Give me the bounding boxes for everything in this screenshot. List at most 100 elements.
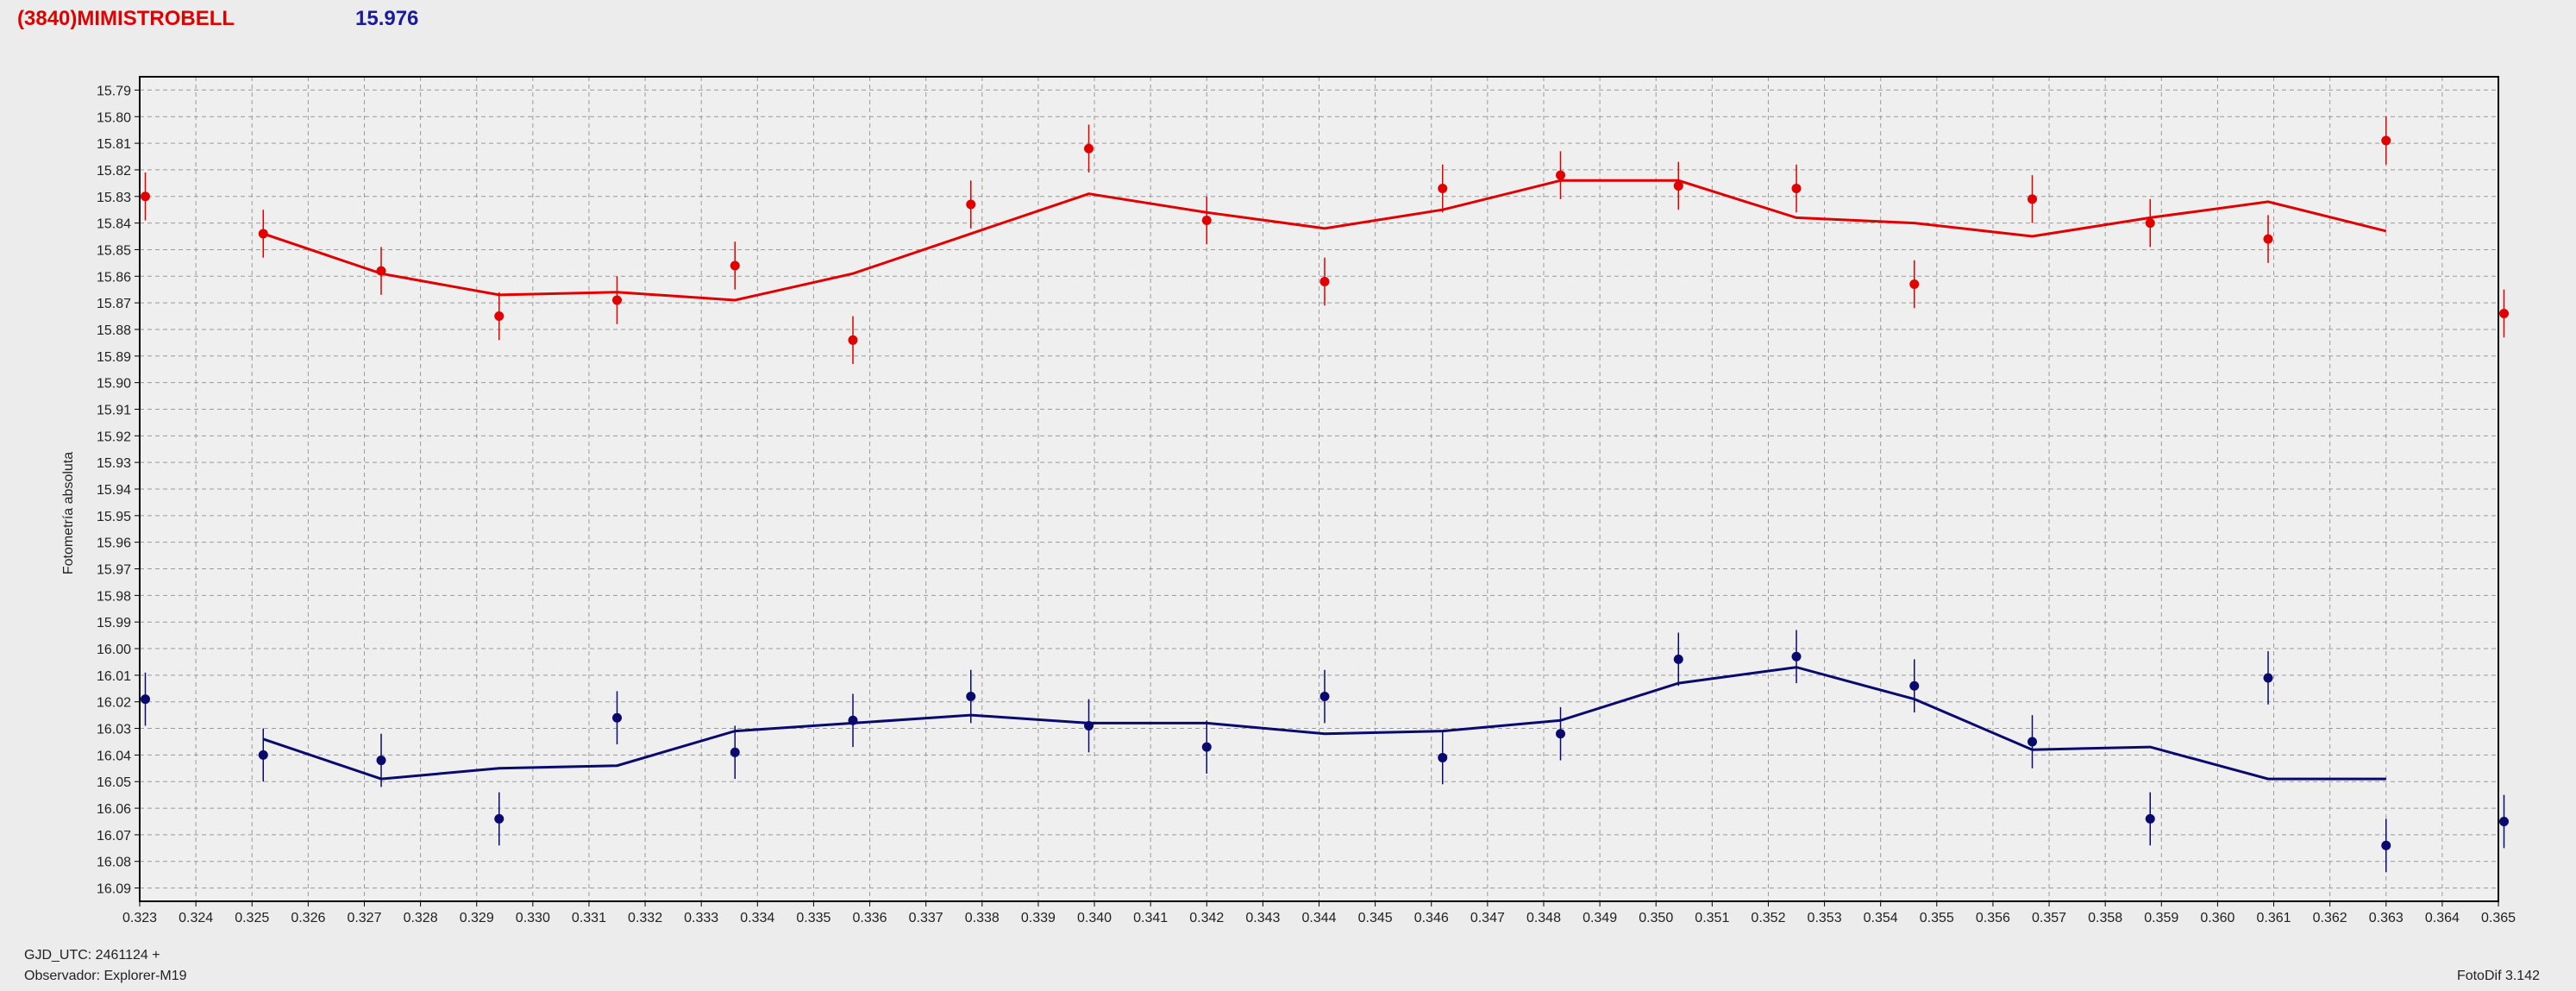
y-tick-label: 15.89: [97, 350, 131, 365]
x-tick-label: 0.357: [2032, 911, 2066, 925]
data-point: [376, 756, 386, 766]
x-tick-label: 0.353: [1808, 911, 1842, 925]
x-tick-label: 0.354: [1864, 911, 1898, 925]
y-tick-label: 16.00: [97, 643, 131, 657]
data-point: [730, 260, 740, 271]
y-tick-label: 16.08: [97, 856, 131, 870]
x-tick-label: 0.338: [965, 911, 1000, 925]
data-point: [1791, 184, 1802, 194]
x-tick-label: 0.341: [1133, 911, 1168, 925]
data-point: [2381, 135, 2391, 146]
x-tick-label: 0.339: [1021, 911, 1056, 925]
data-point: [848, 715, 858, 725]
data-point: [1791, 651, 1802, 662]
y-tick-label: 15.94: [97, 483, 131, 498]
y-tick-label: 16.02: [97, 696, 131, 711]
y-tick-label: 16.03: [97, 723, 131, 737]
y-tick-label: 15.93: [97, 456, 131, 471]
observer-label: Observador: Explorer-M19: [24, 969, 187, 983]
data-point: [1909, 279, 1920, 290]
data-point: [2028, 194, 2038, 204]
data-point: [2263, 234, 2273, 244]
y-tick-labels: 15.79 15.80 15.81 15.82 15.83 15.84 15.85 15.86…: [97, 84, 131, 896]
series-layer: [141, 116, 2510, 873]
data-point: [2028, 737, 2038, 747]
y-tick-label: 15.88: [97, 323, 131, 338]
y-tick-label: 16.04: [97, 749, 131, 763]
x-tick-label: 0.329: [460, 911, 494, 925]
data-point: [494, 311, 505, 322]
data-point: [2499, 816, 2510, 826]
y-tick-label: 15.85: [97, 243, 131, 258]
data-point: [848, 335, 858, 345]
data-point: [2381, 840, 2391, 850]
y-tick-label: 15.92: [97, 430, 131, 444]
x-tick-label: 0.361: [2257, 911, 2291, 925]
data-point: [1556, 170, 1566, 180]
y-tick-label: 16.06: [97, 802, 131, 817]
y-tick-label: 16.09: [97, 882, 131, 897]
data-point: [966, 692, 976, 702]
data-point: [966, 199, 976, 210]
x-tick-label: 0.336: [853, 911, 887, 925]
y-tick-label: 16.01: [97, 669, 131, 684]
x-tick-label: 0.365: [2481, 911, 2516, 925]
x-tick-label: 0.330: [516, 911, 550, 925]
gjd-label: GJD_UTC: 2461124 +: [24, 948, 160, 963]
x-tick-label: 0.331: [572, 911, 606, 925]
plot-frame: [139, 76, 2499, 902]
x-tick-label: 0.349: [1583, 911, 1617, 925]
y-tick-label: 15.99: [97, 616, 131, 630]
data-point: [2145, 218, 2155, 229]
x-tick-label: 0.333: [684, 911, 718, 925]
x-tick-label: 0.342: [1189, 911, 1224, 925]
data-point: [1201, 742, 1212, 752]
data-point: [258, 229, 268, 239]
object-title: (3840)MIMISTROBELL: [17, 7, 235, 30]
x-tick-label: 0.340: [1077, 911, 1112, 925]
data-point: [2499, 308, 2510, 318]
y-tick-label: 15.91: [97, 403, 131, 417]
data-point: [1084, 720, 1094, 731]
x-tick-label: 0.346: [1414, 911, 1449, 925]
data-point: [1673, 654, 1683, 664]
series-red: [141, 116, 2510, 365]
data-point: [1673, 180, 1683, 191]
y-tick-label: 15.90: [97, 377, 131, 392]
x-tick-label: 0.350: [1639, 911, 1673, 925]
x-tick-label: 0.326: [291, 911, 325, 925]
x-tick-label: 0.335: [796, 911, 830, 925]
x-tick-label: 0.351: [1695, 911, 1729, 925]
x-tick-label: 0.325: [235, 911, 269, 925]
x-tick-label: 0.360: [2200, 911, 2234, 925]
y-tick-label: 15.83: [97, 191, 131, 205]
data-point: [376, 266, 386, 276]
x-tick-label: 0.323: [122, 911, 157, 925]
data-point: [1201, 216, 1212, 226]
series-blue: [141, 630, 2510, 873]
magnitude-value: 15.976: [355, 7, 419, 30]
data-point: [1438, 184, 1448, 194]
data-point: [1909, 681, 1920, 691]
data-point: [1438, 752, 1448, 762]
data-point: [2263, 673, 2273, 683]
x-tick-label: 0.348: [1526, 911, 1561, 925]
x-tick-label: 0.337: [909, 911, 943, 925]
x-tick-label: 0.356: [1976, 911, 2010, 925]
data-point: [1084, 143, 1094, 154]
y-tick-label: 15.96: [97, 536, 131, 551]
x-tick-label: 0.355: [1920, 911, 1954, 925]
data-point: [612, 712, 623, 723]
y-tick-label: 15.80: [97, 110, 131, 125]
data-point: [1319, 692, 1330, 702]
data-point: [494, 813, 505, 824]
x-tick-label: 0.328: [404, 911, 438, 925]
x-tick-label: 0.343: [1245, 911, 1280, 925]
y-tick-label: 16.05: [97, 775, 131, 790]
y-tick-label: 16.07: [97, 829, 131, 844]
data-point: [1319, 276, 1330, 286]
x-tick-label: 0.327: [347, 911, 381, 925]
y-tick-label: 15.86: [97, 270, 131, 285]
data-point: [141, 191, 151, 202]
